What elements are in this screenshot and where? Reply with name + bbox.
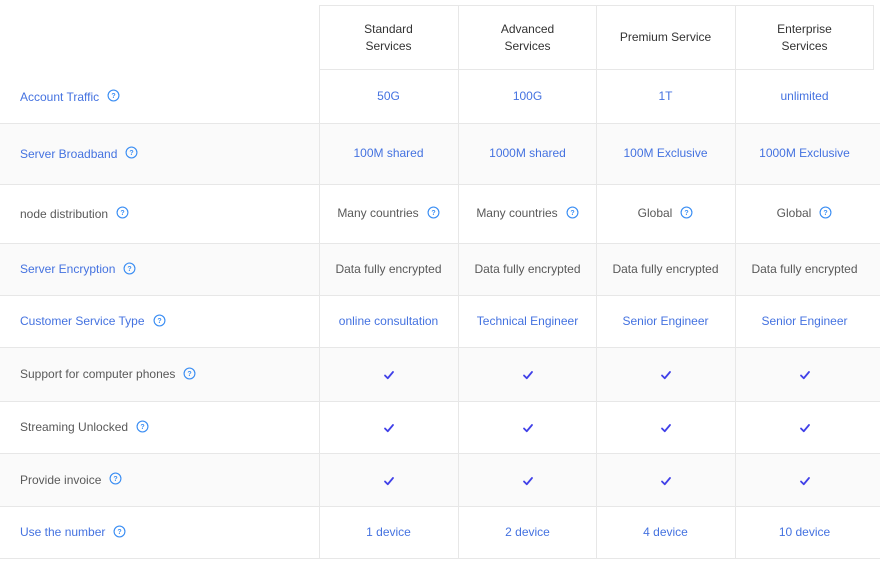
svg-text:?: ? [824, 210, 828, 217]
svg-text:?: ? [157, 317, 161, 324]
svg-text:?: ? [140, 423, 144, 430]
svg-text:?: ? [112, 93, 116, 100]
svg-text:?: ? [188, 370, 192, 377]
svg-text:?: ? [128, 265, 132, 272]
svg-text:?: ? [120, 210, 124, 217]
svg-text:?: ? [570, 210, 574, 217]
svg-text:?: ? [431, 210, 435, 217]
svg-text:?: ? [114, 476, 118, 483]
svg-text:?: ? [685, 210, 689, 217]
svg-text:?: ? [130, 150, 134, 157]
svg-text:?: ? [118, 528, 122, 535]
